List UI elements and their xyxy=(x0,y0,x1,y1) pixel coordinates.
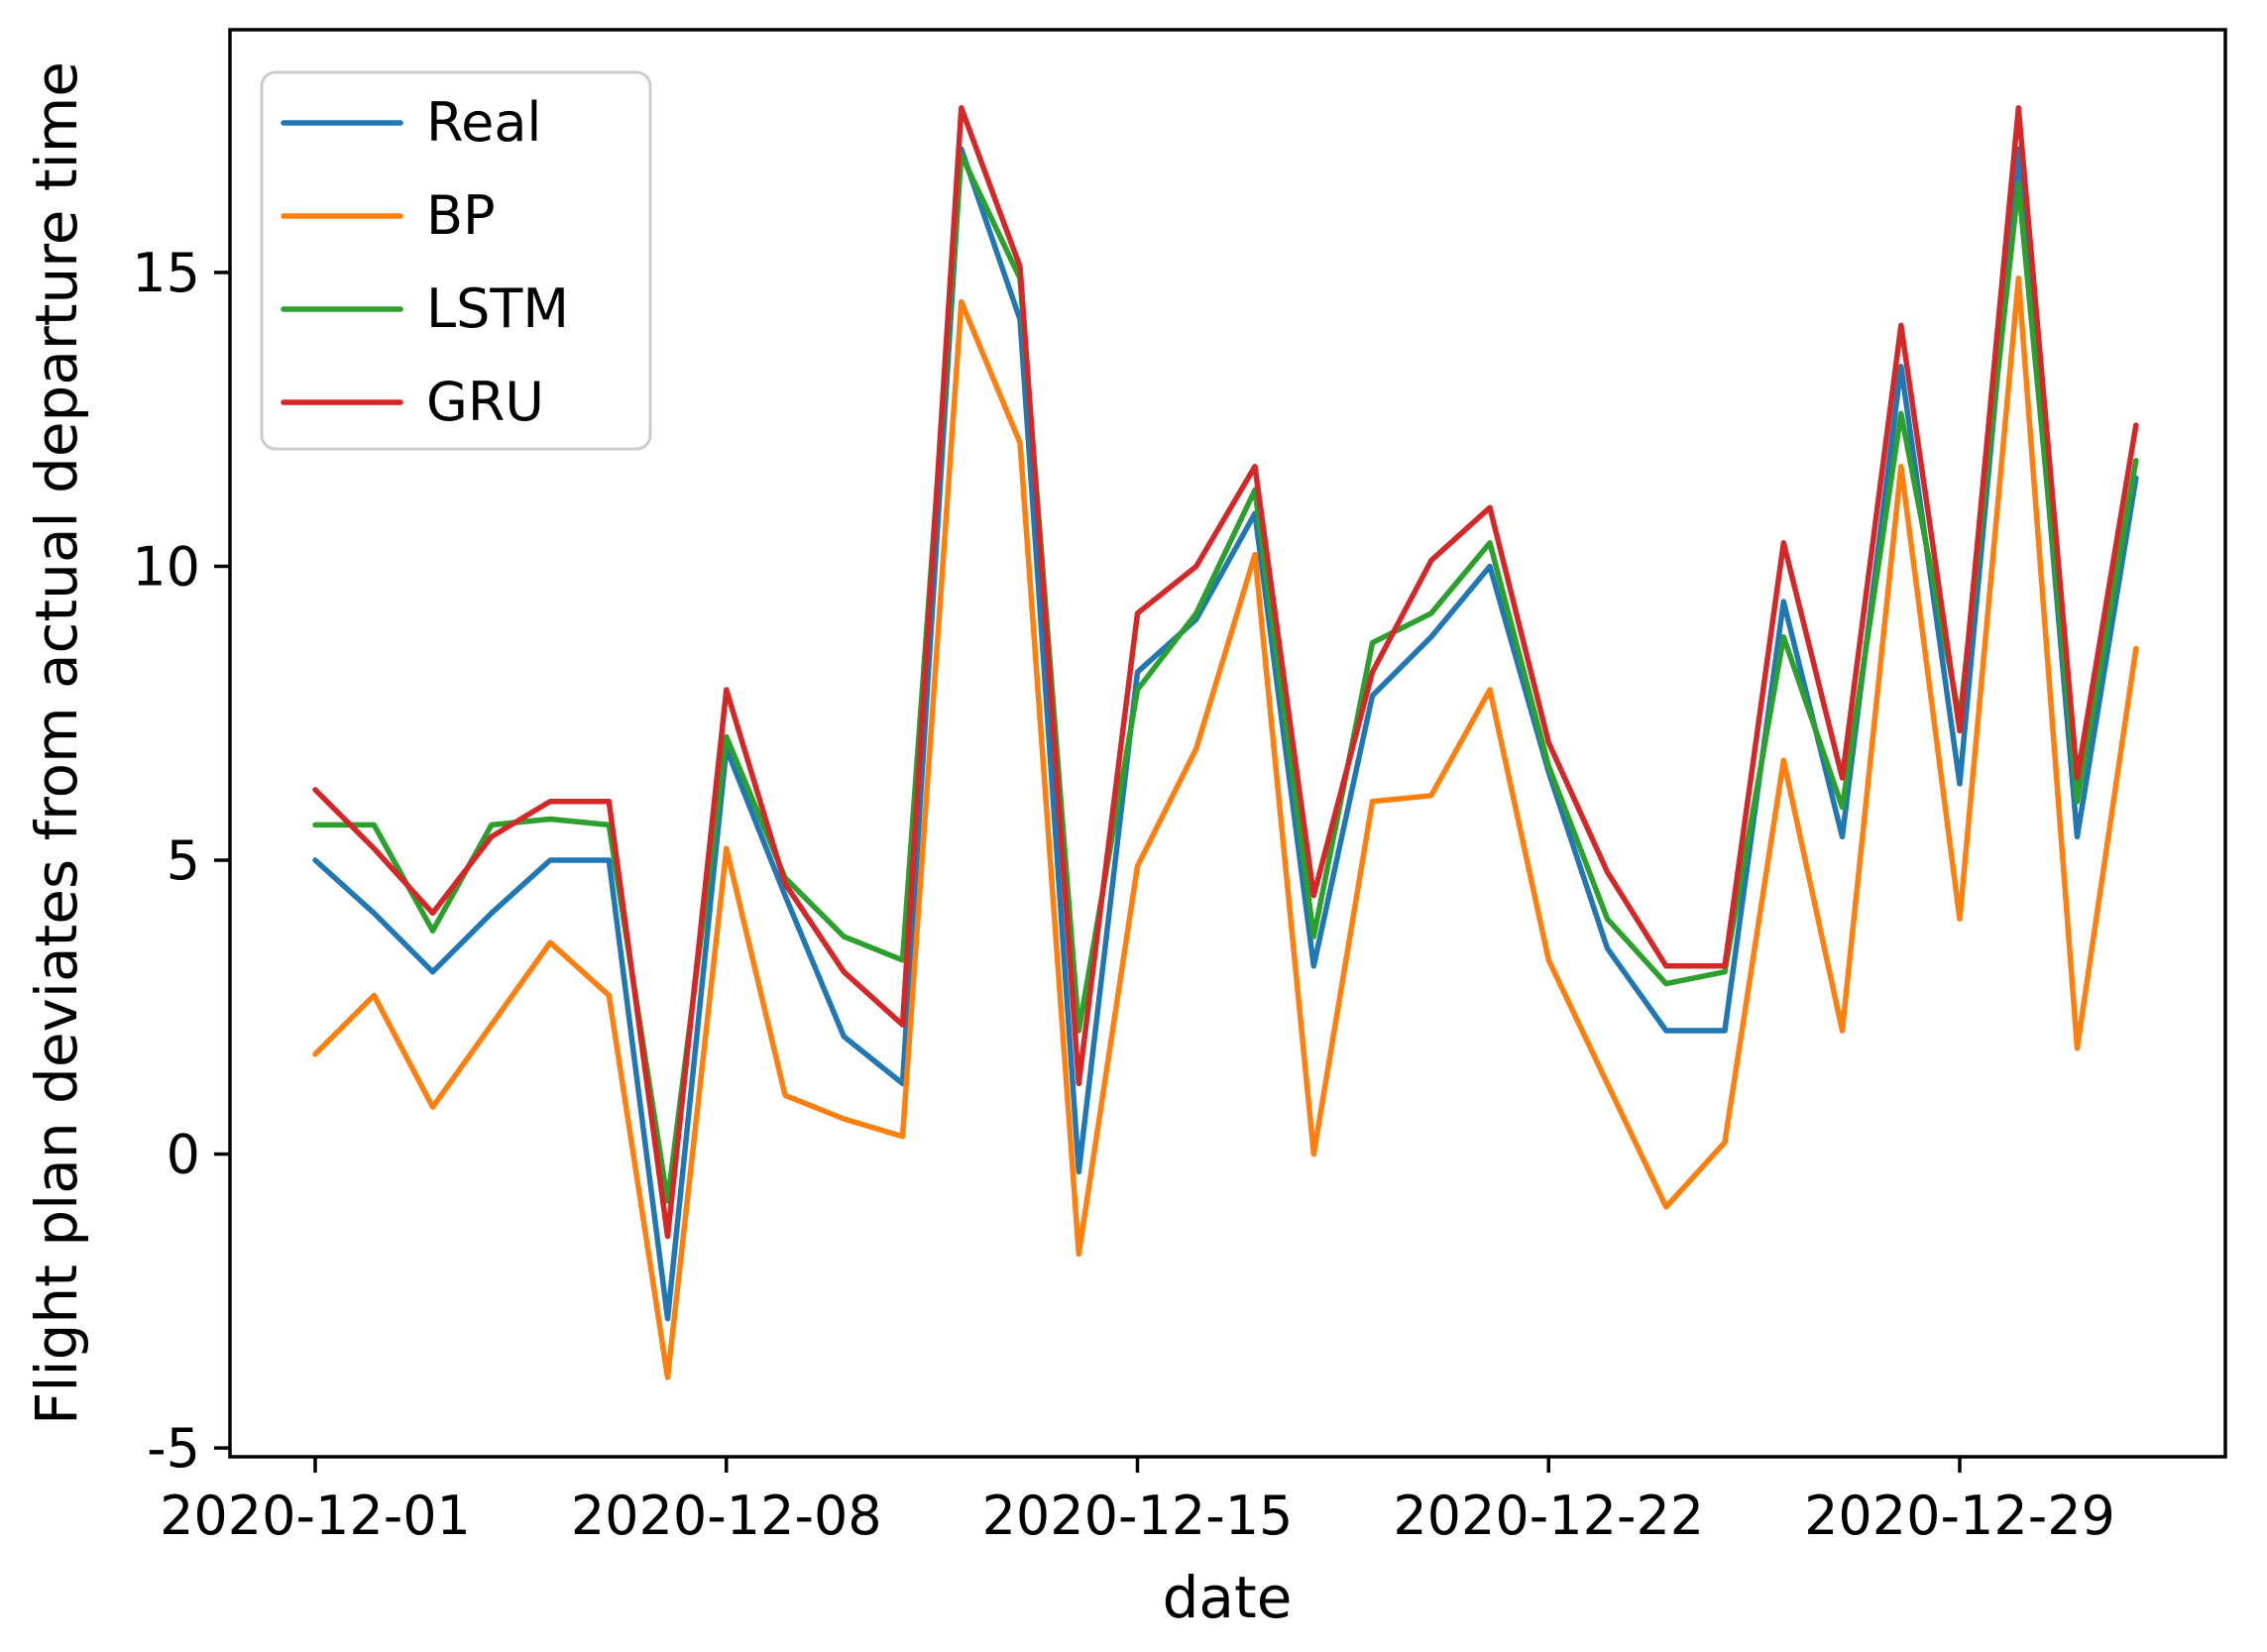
x-tick-label: 2020-12-01 xyxy=(160,1485,471,1547)
legend-label-gru: GRU xyxy=(426,371,544,433)
y-tick-label: 0 xyxy=(167,1124,200,1186)
x-tick-label: 2020-12-15 xyxy=(982,1485,1294,1547)
x-axis-label: date xyxy=(1162,1564,1293,1631)
legend-label-lstm: LSTM xyxy=(426,277,569,340)
x-tick-label: 2020-12-29 xyxy=(1804,1485,2115,1547)
series-line-real xyxy=(312,146,2139,1322)
series-line-bp xyxy=(312,275,2139,1380)
legend-label-real: Real xyxy=(426,91,541,154)
x-tick-label: 2020-12-08 xyxy=(571,1485,882,1547)
plot-frame xyxy=(228,28,2227,1459)
legend-label-bp: BP xyxy=(426,184,496,247)
y-axis-label: Flight plan deviates from actual departu… xyxy=(23,61,90,1425)
y-tick-label: 5 xyxy=(167,829,200,892)
y-tick-label: -5 xyxy=(147,1417,200,1480)
legend-box xyxy=(260,70,652,451)
y-tick-label: 10 xyxy=(132,535,200,598)
series-line-gru xyxy=(312,105,2139,1240)
x-tick-label: 2020-12-22 xyxy=(1393,1485,1704,1547)
y-tick-label: 15 xyxy=(132,242,200,304)
